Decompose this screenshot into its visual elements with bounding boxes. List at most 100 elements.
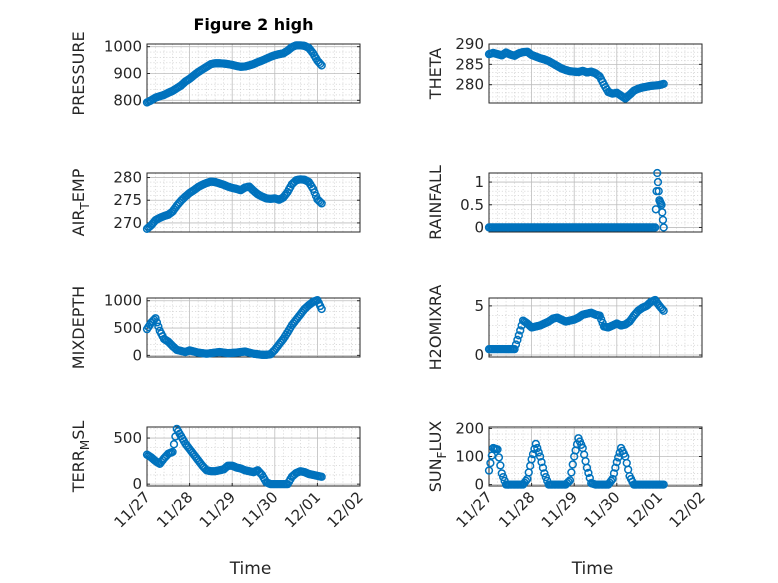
sun_flux-interp-point bbox=[564, 477, 573, 486]
sun_flux-interp-point bbox=[534, 448, 543, 457]
terr_msl-ytick-label: 0 bbox=[132, 475, 142, 493]
sun_flux-data-point bbox=[582, 463, 592, 472]
air_temp-ylabel: AIRTEMP bbox=[69, 168, 92, 236]
sun_flux-interp-point bbox=[496, 461, 505, 470]
sun_flux-data-point bbox=[493, 445, 502, 454]
sun_flux-ytick-label: 200 bbox=[455, 419, 484, 437]
h2omixra-data-point bbox=[514, 331, 523, 340]
rainfall-data-point bbox=[659, 223, 668, 232]
subplot-rainfall: 0 0.5 1 RAINFALL bbox=[426, 165, 703, 240]
sun_flux-interp-point bbox=[568, 460, 577, 469]
h2omixra-ytick-label: 0 bbox=[474, 346, 484, 364]
h2omixra-axes-frame bbox=[488, 297, 703, 358]
mixdepth-ytick-label: 1000 bbox=[104, 292, 142, 310]
mixdepth-interp-point bbox=[154, 322, 163, 331]
theta-ytick-label: 290 bbox=[455, 35, 484, 53]
h2omixra-ylabel: H2OMIXRA bbox=[426, 285, 445, 371]
sun_flux-interp-point bbox=[538, 463, 548, 472]
sun_flux-series bbox=[484, 434, 668, 489]
rainfall-interp-point bbox=[658, 215, 668, 225]
theta-ylabel: THETA bbox=[426, 48, 445, 100]
mixdepth-series bbox=[142, 296, 326, 359]
pressure-series bbox=[142, 41, 326, 107]
sun_flux-data-point bbox=[565, 476, 575, 485]
theta-axes-frame bbox=[488, 43, 703, 104]
pressure-ytick-label: 800 bbox=[113, 91, 142, 109]
rainfall-axes-frame bbox=[488, 172, 703, 233]
terr_msl-xlabel: Time bbox=[229, 559, 272, 579]
sun_flux-interp-point bbox=[584, 468, 593, 478]
sun_flux-interp-point bbox=[521, 476, 531, 485]
mixdepth-ytick-label: 500 bbox=[113, 319, 142, 337]
h2omixra-series bbox=[484, 295, 668, 354]
mixdepth-data-point bbox=[317, 304, 326, 314]
air_temp-ytick-label: 275 bbox=[113, 191, 142, 209]
rainfall-interp-point bbox=[658, 208, 667, 217]
subplot-pressure: 800 900 1000 PRESSURE bbox=[69, 31, 361, 116]
h2omixra-interp-point bbox=[516, 326, 525, 335]
sun_flux-interp-point bbox=[533, 443, 542, 453]
sun_flux-interp-point bbox=[609, 469, 619, 478]
h2omixra-data-point bbox=[510, 344, 519, 354]
pressure-data-point bbox=[317, 61, 326, 70]
subplot-air_temp: 270 275 280 AIRTEMP bbox=[69, 168, 361, 236]
h2omixra-interp-point bbox=[513, 335, 522, 345]
theta-data-point bbox=[659, 79, 668, 89]
mixdepth-data-point bbox=[151, 314, 160, 323]
sun_flux-data-point bbox=[484, 466, 494, 475]
terr_msl-interp-point bbox=[169, 440, 179, 449]
theta-ytick-label: 280 bbox=[455, 76, 484, 94]
sun_flux-data-point bbox=[540, 469, 549, 478]
air_temp-ytick-label: 270 bbox=[113, 214, 142, 232]
rainfall-interp-point bbox=[654, 187, 663, 196]
air_temp-interp-point bbox=[316, 197, 325, 207]
pressure-ytick-label: 900 bbox=[113, 65, 142, 83]
h2omixra-interp-point bbox=[511, 340, 521, 349]
sun_flux-interp-point bbox=[494, 453, 504, 462]
h2omixra-ytick-label: 5 bbox=[474, 297, 484, 315]
subplot-mixdepth: 0 500 1000 MIXDEPTH bbox=[69, 286, 361, 369]
sun_flux-interp-point bbox=[606, 476, 616, 485]
sun_flux-interp-point bbox=[537, 457, 546, 467]
sun_flux-ytick-label: 100 bbox=[455, 448, 484, 466]
terr_msl-ytick-label: 500 bbox=[113, 429, 142, 447]
rainfall-ytick-label: 0 bbox=[474, 218, 484, 236]
sun_flux-data-point bbox=[608, 474, 617, 484]
sun_flux-interp-point bbox=[541, 472, 550, 482]
sun_flux-data-point bbox=[535, 452, 545, 461]
rainfall-interp-point bbox=[653, 177, 663, 187]
rainfall-ylabel: RAINFALL bbox=[426, 165, 445, 240]
rainfall-ytick-label: 0.5 bbox=[460, 196, 484, 214]
theta-ytick-label: 285 bbox=[455, 55, 484, 73]
terr_msl-data-point bbox=[168, 447, 177, 457]
mixdepth-ylabel: MIXDEPTH bbox=[69, 286, 88, 369]
sun_flux-xlabel: Time bbox=[571, 559, 614, 579]
sun_flux-ytick-label: 0 bbox=[474, 476, 484, 494]
subplot-h2omixra: 0 5 H2OMIXRA bbox=[426, 285, 703, 371]
h2omixra-data-point bbox=[659, 306, 668, 315]
mixdepth-interp-point bbox=[152, 318, 162, 327]
pressure-ytick-label: 1000 bbox=[104, 38, 142, 56]
sun_flux-ylabel: SUNFLUX bbox=[426, 421, 449, 493]
rainfall-data-point bbox=[653, 168, 662, 178]
air_temp-axes-frame bbox=[146, 172, 361, 233]
pressure-ylabel: PRESSURE bbox=[69, 31, 88, 115]
air_temp-data-point bbox=[317, 199, 326, 208]
mixdepth-ytick-label: 0 bbox=[132, 346, 142, 364]
rainfall-ytick-label: 1 bbox=[474, 173, 484, 191]
terr_msl-ylabel: TERRMSL bbox=[69, 421, 92, 494]
terr_msl-data-point bbox=[317, 472, 326, 481]
pressure-interp-point bbox=[316, 59, 325, 68]
sun_flux-data-point bbox=[531, 439, 541, 449]
subplot-theta: 280 285 290 THETA bbox=[426, 35, 703, 104]
sun_flux-interp-point bbox=[611, 463, 620, 472]
sun_flux-data-point bbox=[612, 457, 621, 467]
rainfall-data-point bbox=[650, 223, 660, 232]
terr_msl-series bbox=[142, 424, 326, 489]
sun_flux-interp-point bbox=[499, 472, 508, 482]
rainfall-series bbox=[484, 168, 668, 232]
air_temp-ytick-label: 280 bbox=[113, 169, 142, 187]
theta-series bbox=[484, 47, 668, 103]
sun_flux-interp-point bbox=[486, 458, 495, 468]
